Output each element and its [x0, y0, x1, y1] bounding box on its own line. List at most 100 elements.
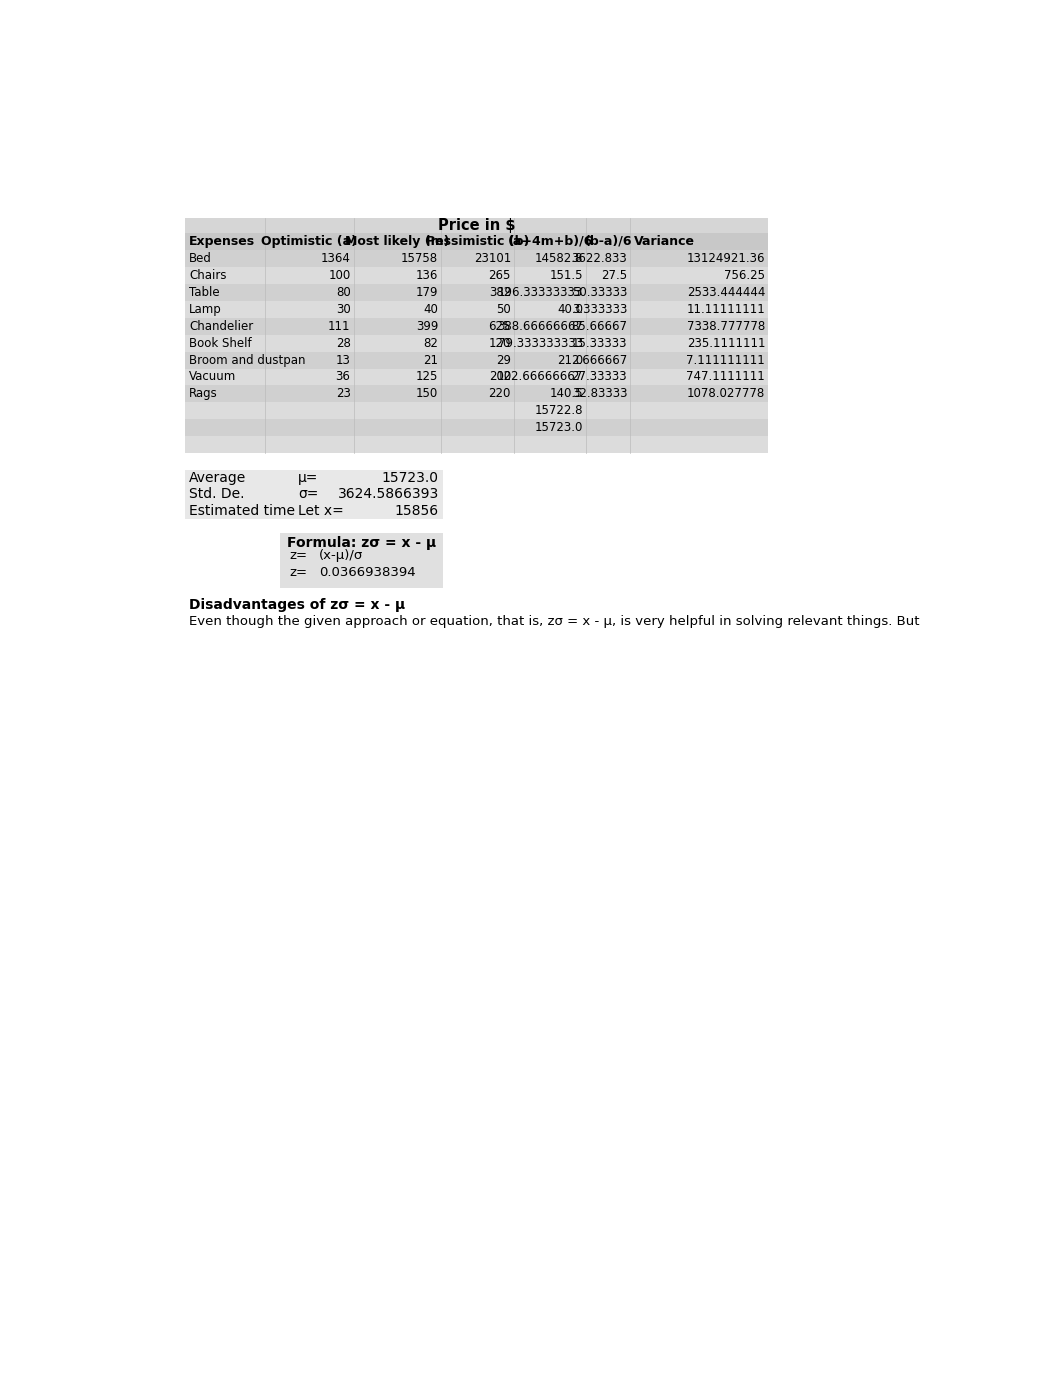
Text: Broom and dustpan: Broom and dustpan — [189, 354, 306, 366]
Text: Rags: Rags — [189, 387, 218, 401]
Text: Price in $: Price in $ — [439, 218, 515, 233]
Text: 100: 100 — [328, 269, 350, 282]
Text: 3622.833: 3622.833 — [571, 252, 628, 264]
Bar — [186, 284, 768, 300]
Bar — [186, 437, 768, 453]
Text: Disadvantages of zσ = x - μ: Disadvantages of zσ = x - μ — [189, 598, 406, 611]
Bar — [186, 267, 768, 284]
Text: Let x=: Let x= — [297, 504, 344, 518]
Bar — [186, 218, 768, 453]
Text: 15856: 15856 — [395, 504, 439, 518]
Text: 1078.027778: 1078.027778 — [687, 387, 765, 401]
Text: 11.11111111: 11.11111111 — [686, 303, 765, 315]
Text: Pessimistic (b): Pessimistic (b) — [426, 235, 529, 248]
Text: 0.0366938394: 0.0366938394 — [319, 566, 415, 580]
Text: Estimated time: Estimated time — [189, 504, 295, 518]
Text: 7338.777778: 7338.777778 — [687, 319, 765, 333]
Bar — [186, 402, 768, 420]
Text: 79.333333333: 79.333333333 — [498, 336, 583, 350]
Bar — [186, 300, 768, 318]
Text: 625: 625 — [489, 319, 511, 333]
Text: 2.666667: 2.666667 — [571, 354, 628, 366]
Bar — [186, 470, 443, 519]
Text: Optimistic (a): Optimistic (a) — [261, 235, 357, 248]
Bar — [186, 386, 768, 402]
Text: 50.33333: 50.33333 — [571, 286, 628, 299]
Text: 82: 82 — [424, 336, 439, 350]
Text: 196.33333333: 196.33333333 — [498, 286, 583, 299]
Text: 179: 179 — [415, 286, 439, 299]
Bar — [186, 420, 768, 437]
Bar — [186, 318, 768, 335]
Text: Variance: Variance — [634, 235, 696, 248]
Text: 13: 13 — [336, 354, 350, 366]
Text: Even though the given approach or equation, that is, zσ = x - μ, is very helpful: Even though the given approach or equati… — [189, 616, 920, 628]
Text: 122.66666667: 122.66666667 — [497, 370, 583, 383]
Text: 382: 382 — [489, 286, 511, 299]
Text: 23: 23 — [336, 387, 350, 401]
Text: 15723.0: 15723.0 — [382, 471, 439, 485]
Bar — [186, 369, 768, 386]
Text: (x-μ)/σ: (x-μ)/σ — [319, 549, 363, 562]
Text: Lamp: Lamp — [189, 303, 222, 315]
Text: 29: 29 — [496, 354, 511, 366]
Text: 13124921.36: 13124921.36 — [687, 252, 765, 264]
Text: 15722.8: 15722.8 — [534, 405, 583, 417]
Text: Formula: zσ = x - μ: Formula: zσ = x - μ — [287, 536, 435, 549]
Bar — [186, 335, 768, 351]
Text: 14582.8: 14582.8 — [534, 252, 583, 264]
Text: 85.66667: 85.66667 — [571, 319, 628, 333]
Bar — [186, 233, 768, 251]
Text: 36: 36 — [336, 370, 350, 383]
Bar — [186, 218, 768, 233]
Text: (a+4m+b)/6: (a+4m+b)/6 — [508, 235, 593, 248]
Text: Chairs: Chairs — [189, 269, 227, 282]
Text: 265: 265 — [489, 269, 511, 282]
Text: 21: 21 — [423, 354, 439, 366]
Bar — [280, 533, 443, 588]
Text: Average: Average — [189, 471, 246, 485]
Text: 21.0: 21.0 — [556, 354, 583, 366]
Text: 7.111111111: 7.111111111 — [686, 354, 765, 366]
Text: 15.33333: 15.33333 — [571, 336, 628, 350]
Text: 388.66666667: 388.66666667 — [497, 319, 583, 333]
Text: 120: 120 — [489, 336, 511, 350]
Text: 747.1111111: 747.1111111 — [686, 370, 765, 383]
Text: 399: 399 — [415, 319, 439, 333]
Text: σ=: σ= — [297, 487, 319, 501]
Text: 23101: 23101 — [474, 252, 511, 264]
Text: Chandelier: Chandelier — [189, 319, 254, 333]
Text: 220: 220 — [489, 387, 511, 401]
Text: Table: Table — [189, 286, 220, 299]
Text: 2533.444444: 2533.444444 — [687, 286, 765, 299]
Text: 756.25: 756.25 — [724, 269, 765, 282]
Text: 32.83333: 32.83333 — [571, 387, 628, 401]
Text: Vacuum: Vacuum — [189, 370, 237, 383]
Text: 140.5: 140.5 — [549, 387, 583, 401]
Bar — [186, 251, 768, 267]
Text: Bed: Bed — [189, 252, 212, 264]
Text: 30: 30 — [336, 303, 350, 315]
Text: Expenses: Expenses — [189, 235, 256, 248]
Text: 1364: 1364 — [321, 252, 350, 264]
Text: 200: 200 — [489, 370, 511, 383]
Text: 3624.5866393: 3624.5866393 — [338, 487, 439, 501]
Text: 111: 111 — [328, 319, 350, 333]
Text: 15758: 15758 — [401, 252, 439, 264]
Text: Most likely (m): Most likely (m) — [345, 235, 449, 248]
Text: Std. De.: Std. De. — [189, 487, 245, 501]
Text: 15723.0: 15723.0 — [534, 421, 583, 434]
Text: 3.333333: 3.333333 — [571, 303, 628, 315]
Bar — [186, 351, 768, 369]
Text: 125: 125 — [415, 370, 439, 383]
Text: 27.5: 27.5 — [601, 269, 628, 282]
Text: 27.33333: 27.33333 — [571, 370, 628, 383]
Text: 235.1111111: 235.1111111 — [687, 336, 765, 350]
Text: z=: z= — [289, 566, 307, 580]
Text: μ=: μ= — [297, 471, 319, 485]
Text: 40: 40 — [424, 303, 439, 315]
Text: 50: 50 — [496, 303, 511, 315]
Text: 136: 136 — [415, 269, 439, 282]
Text: 40.0: 40.0 — [558, 303, 583, 315]
Text: (b-a)/6: (b-a)/6 — [584, 235, 632, 248]
